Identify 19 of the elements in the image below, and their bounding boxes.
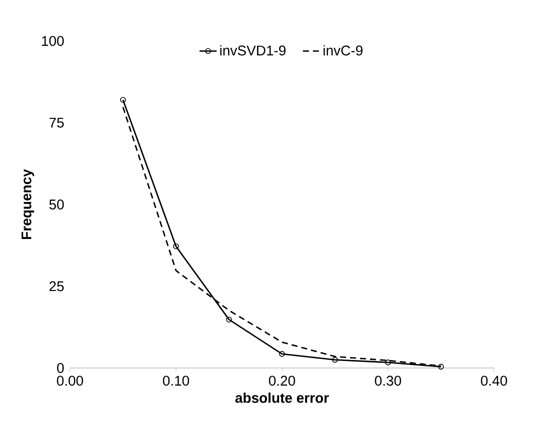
x-tick-label: 0.00: [56, 376, 84, 386]
x-axis-title: absolute error: [235, 392, 329, 403]
y-tick-label: 50: [49, 200, 64, 210]
y-tick-label: 25: [49, 281, 64, 292]
point: [226, 316, 232, 322]
point: [173, 243, 179, 250]
y-tick-label: 0: [57, 363, 64, 373]
y-axis-title: Frequency: [22, 169, 34, 239]
point: [279, 351, 285, 357]
x-tick-label: 0.10: [162, 376, 190, 386]
y-tick-label: 100: [42, 36, 64, 46]
point: [332, 356, 338, 363]
legend-label: invSVD1-9: [220, 45, 286, 56]
x-tick-label: 0.40: [480, 376, 508, 386]
x-tick-label: 0.20: [268, 376, 296, 386]
point: [385, 360, 391, 366]
y-tick-label: 75: [49, 118, 64, 128]
legend-label: invC-9: [324, 45, 362, 56]
x-tick-label: 0.30: [374, 376, 402, 386]
